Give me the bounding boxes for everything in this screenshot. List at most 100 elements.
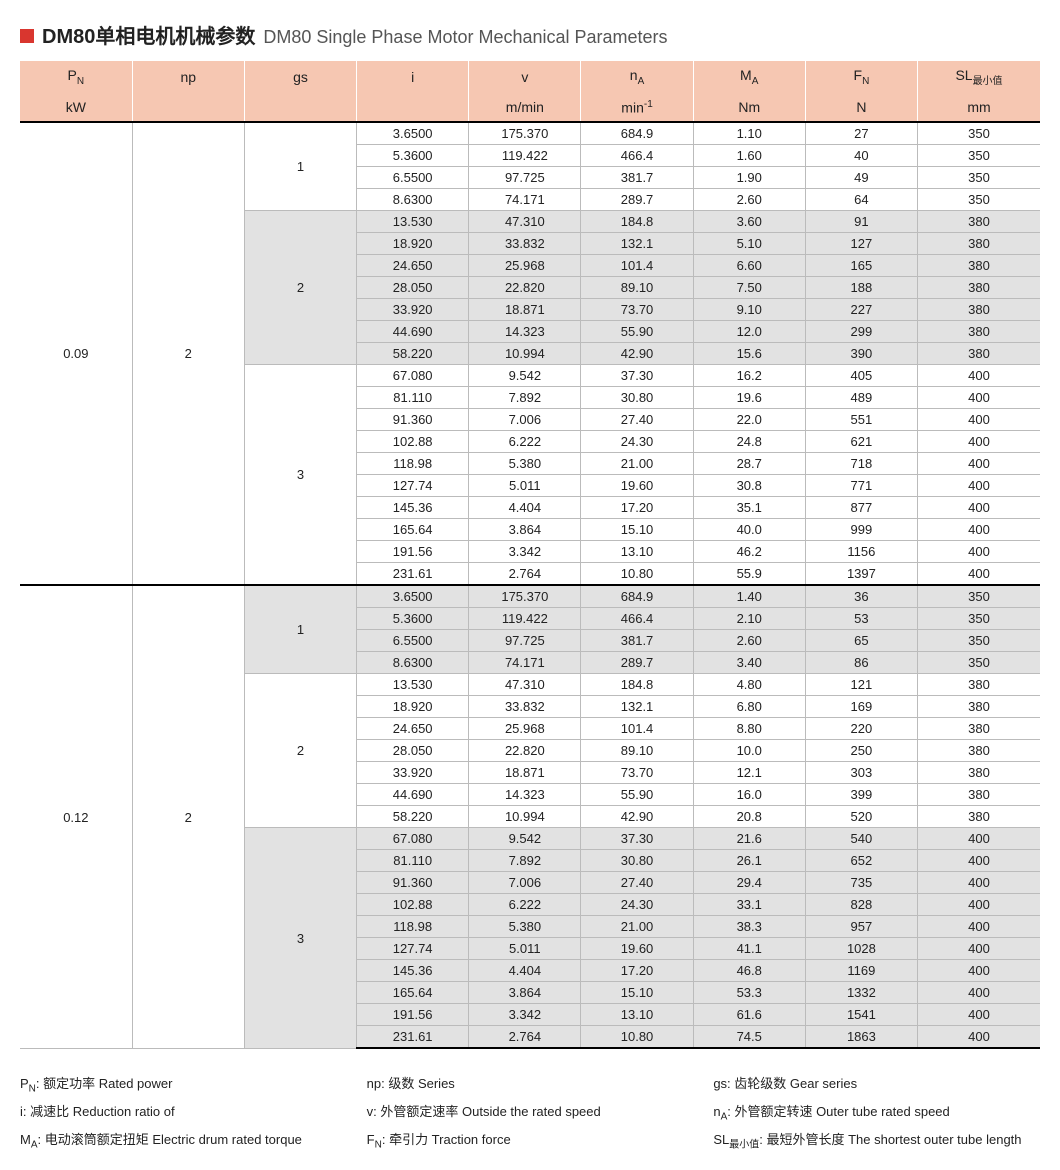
cell: 46.2	[693, 541, 805, 563]
cell: 10.994	[469, 343, 581, 365]
cell: 38.3	[693, 916, 805, 938]
cell: 127.74	[357, 938, 469, 960]
cell: 9.10	[693, 299, 805, 321]
cell: 14.323	[469, 321, 581, 343]
cell: 3.6500	[357, 585, 469, 608]
legend-item: FN: 牵引力 Traction force	[367, 1129, 694, 1151]
cell: 3.864	[469, 982, 581, 1004]
cell: 380	[918, 696, 1041, 718]
cell: 5.380	[469, 916, 581, 938]
cell: 165.64	[357, 982, 469, 1004]
cell: 400	[918, 850, 1041, 872]
cell: 37.30	[581, 365, 693, 387]
cell: 380	[918, 740, 1041, 762]
cell: 350	[918, 652, 1041, 674]
cell: 381.7	[581, 630, 693, 652]
cell: 652	[805, 850, 917, 872]
cell: 2.60	[693, 630, 805, 652]
cell: 102.88	[357, 431, 469, 453]
cell: 191.56	[357, 541, 469, 563]
cell: 184.8	[581, 674, 693, 696]
cell: 121	[805, 674, 917, 696]
cell: 6.5500	[357, 167, 469, 189]
cell: 36	[805, 585, 917, 608]
cell: 81.110	[357, 850, 469, 872]
cell: 400	[918, 982, 1041, 1004]
cell: 165	[805, 255, 917, 277]
cell: 165.64	[357, 519, 469, 541]
cell: 65	[805, 630, 917, 652]
cell: 380	[918, 674, 1041, 696]
cell: 18.871	[469, 762, 581, 784]
cell: 8.6300	[357, 652, 469, 674]
cell-pn: 0.09	[20, 122, 132, 585]
cell: 127	[805, 233, 917, 255]
cell: 15.6	[693, 343, 805, 365]
cell: 10.80	[581, 563, 693, 586]
cell: 19.6	[693, 387, 805, 409]
col-header: MA	[693, 61, 805, 93]
cell: 1863	[805, 1026, 917, 1049]
cell: 20.8	[693, 806, 805, 828]
cell: 15.10	[581, 519, 693, 541]
cell: 18.920	[357, 696, 469, 718]
cell: 231.61	[357, 1026, 469, 1049]
cell: 3.40	[693, 652, 805, 674]
cell: 2.60	[693, 189, 805, 211]
cell: 1.90	[693, 167, 805, 189]
cell: 22.820	[469, 277, 581, 299]
cell: 58.220	[357, 343, 469, 365]
cell: 22.0	[693, 409, 805, 431]
cell-gs: 1	[244, 585, 356, 674]
cell: 551	[805, 409, 917, 431]
cell: 380	[918, 211, 1041, 233]
table-row: 0.09213.6500175.370684.91.1027350	[20, 122, 1040, 145]
cell-gs: 1	[244, 122, 356, 211]
cell: 27	[805, 122, 917, 145]
cell: 380	[918, 321, 1041, 343]
cell: 91.360	[357, 409, 469, 431]
cell: 1028	[805, 938, 917, 960]
cell: 41.1	[693, 938, 805, 960]
cell: 771	[805, 475, 917, 497]
cell: 1156	[805, 541, 917, 563]
cell: 380	[918, 277, 1041, 299]
col-header: SL最小值	[918, 61, 1041, 93]
cell: 1.60	[693, 145, 805, 167]
cell-np: 2	[132, 585, 244, 1048]
cell: 1541	[805, 1004, 917, 1026]
cell: 175.370	[469, 122, 581, 145]
cell: 28.050	[357, 740, 469, 762]
cell: 25.968	[469, 718, 581, 740]
col-header: np	[132, 61, 244, 93]
cell: 91.360	[357, 872, 469, 894]
cell-gs: 2	[244, 211, 356, 365]
cell: 489	[805, 387, 917, 409]
cell: 28.050	[357, 277, 469, 299]
cell: 5.380	[469, 453, 581, 475]
cell: 101.4	[581, 718, 693, 740]
cell: 49	[805, 167, 917, 189]
cell: 188	[805, 277, 917, 299]
cell: 15.10	[581, 982, 693, 1004]
cell: 30.8	[693, 475, 805, 497]
col-header: FN	[805, 61, 917, 93]
cell: 89.10	[581, 277, 693, 299]
cell: 735	[805, 872, 917, 894]
cell: 400	[918, 387, 1041, 409]
cell: 957	[805, 916, 917, 938]
cell: 42.90	[581, 806, 693, 828]
cell: 5.10	[693, 233, 805, 255]
cell: 21.00	[581, 453, 693, 475]
cell: 24.650	[357, 255, 469, 277]
cell: 6.80	[693, 696, 805, 718]
col-unit: mm	[918, 93, 1041, 123]
cell: 380	[918, 762, 1041, 784]
cell: 400	[918, 519, 1041, 541]
cell: 27.40	[581, 872, 693, 894]
cell: 47.310	[469, 674, 581, 696]
cell: 400	[918, 453, 1041, 475]
col-unit: kW	[20, 93, 132, 123]
cell: 30.80	[581, 850, 693, 872]
cell: 5.011	[469, 475, 581, 497]
